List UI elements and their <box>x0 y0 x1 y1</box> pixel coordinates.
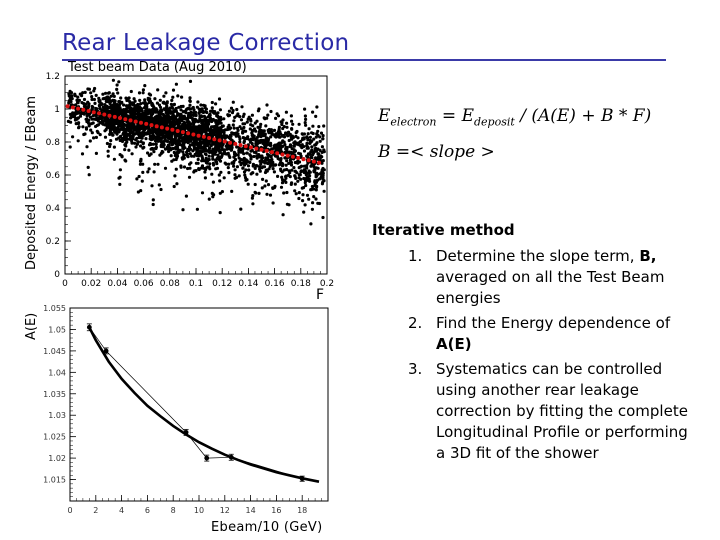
top-plot-ylabel: Deposited Energy / EBeam <box>24 96 39 270</box>
item-number: 2. <box>408 314 423 332</box>
x-tick-label: 0.18 <box>291 279 311 289</box>
eq-rest: / (A(E) + B * F) <box>514 106 652 126</box>
x-tick-label: 0.04 <box>107 279 127 289</box>
x-tick-label: 12 <box>220 506 230 515</box>
slide-title: Rear Leakage Correction <box>62 30 350 56</box>
y-tick-label: 0 <box>54 270 60 280</box>
data-point <box>228 454 234 460</box>
equation-slope: B =< slope > <box>378 142 495 162</box>
y-tick-label: 0.6 <box>46 171 61 181</box>
y-tick-label: 1.045 <box>43 347 66 356</box>
method-item: 1. Determine the slope term, B, averaged … <box>408 246 698 309</box>
x-tick-label: 10 <box>194 506 204 515</box>
y-tick-label: 1.2 <box>46 72 60 82</box>
eq-e2: E <box>461 106 474 126</box>
item-bold-text: A(E) <box>436 335 472 353</box>
eq-e-sub: electron <box>390 115 437 129</box>
x-tick-label: 16 <box>271 506 281 515</box>
eq-e: E <box>378 106 391 126</box>
top-plot-xlabel: F <box>316 287 325 303</box>
data-point <box>103 348 109 354</box>
item-text: Find the Energy dependence of <box>436 314 671 332</box>
data-line <box>89 327 303 480</box>
eq-e2-sub: deposit <box>474 115 515 129</box>
y-tick-label: 0.8 <box>46 138 61 148</box>
y-tick-label: 1.04 <box>48 368 66 377</box>
equation-electron-energy: Eelectron = Edeposit / (A(E) + B * F) <box>378 106 651 128</box>
x-tick-label: 0.08 <box>160 279 180 289</box>
method-heading: Iterative method <box>372 221 515 239</box>
y-tick-label: 1 <box>54 105 60 115</box>
y-tick-label: 1.025 <box>43 433 66 442</box>
fit-curve <box>88 326 320 483</box>
data-point <box>204 455 210 461</box>
x-tick-label: 0.16 <box>265 279 285 289</box>
item-text-end: averaged on all the Test Beam energies <box>436 268 665 307</box>
y-tick-label: 1.05 <box>48 325 66 334</box>
item-number: 1. <box>408 247 423 265</box>
top-plot-subtitle: Test beam Data (Aug 2010) <box>68 60 247 75</box>
bottom-plot-xlabel: Ebeam/10 (GeV) <box>211 520 323 535</box>
item-number: 3. <box>408 360 423 378</box>
eq-equals: = <box>436 106 462 126</box>
profile-points <box>65 104 322 165</box>
x-tick-label: 0.06 <box>134 279 154 289</box>
y-tick-label: 1.055 <box>43 304 66 313</box>
y-tick-label: 0.4 <box>46 204 61 214</box>
x-tick-label: 0.1 <box>189 279 203 289</box>
data-point <box>299 476 305 482</box>
y-tick-label: 1.035 <box>43 390 66 399</box>
plot-frame <box>69 307 329 502</box>
y-tick-label: 1.02 <box>48 454 66 463</box>
method-list: 1. Determine the slope term, B, averaged … <box>408 246 698 468</box>
title-underline <box>62 59 666 61</box>
x-tick-label: 0 <box>67 506 72 515</box>
method-item: 2. Find the Energy dependence of A(E) <box>408 313 698 355</box>
data-point <box>86 324 92 330</box>
x-tick-label: 0.12 <box>212 279 232 289</box>
x-tick-label: 2 <box>93 506 98 515</box>
y-tick-label: 1.015 <box>43 476 66 485</box>
leakage-function-plot: 0 2 4 6 8 10 12 14 16 18 1.015 1.02 1.025 1.03 1.035 1.… <box>43 304 329 515</box>
item-text: Determine the slope term, <box>436 247 640 265</box>
x-tick-label: 0.02 <box>81 279 101 289</box>
item-bold-text: B, <box>639 247 657 265</box>
x-tick-label: 0 <box>62 279 68 289</box>
y-tick-label: 0.2 <box>46 237 60 247</box>
item-text: Systematics can be controlled using anot… <box>436 360 688 462</box>
x-tick-label: 14 <box>246 506 256 515</box>
x-tick-label: 18 <box>297 506 307 515</box>
x-tick-label: 0.14 <box>238 279 258 289</box>
x-tick-label: 6 <box>145 506 150 515</box>
x-tick-label: 8 <box>171 506 176 515</box>
scatter-plot: 0 0.02 0.04 0.06 0.08 0.1 0.12 0.14 0.16 0.18 0.2 0… <box>46 72 334 289</box>
method-item: 3. Systematics can be controlled using an… <box>408 359 698 464</box>
y-tick-label: 1.03 <box>48 411 66 420</box>
x-tick-label: 4 <box>119 506 124 515</box>
x-tick-label: 0.2 <box>320 279 334 289</box>
data-point <box>183 429 189 435</box>
